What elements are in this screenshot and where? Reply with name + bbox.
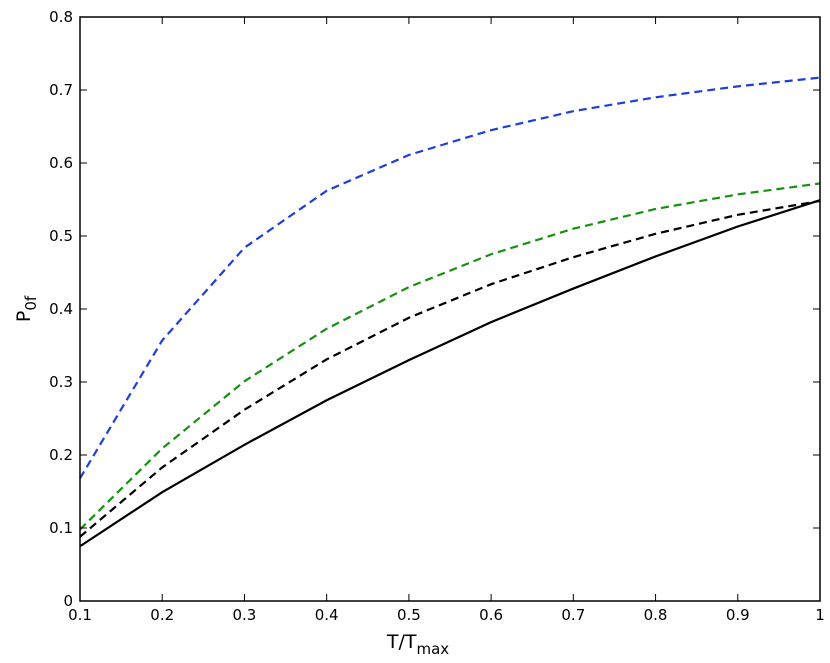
x-axis-label-main: T/T — [386, 631, 417, 653]
x-tick-label: 0.1 — [68, 606, 92, 624]
y-axis-label-subscript: 0f — [22, 295, 40, 311]
plot-frame — [79, 16, 821, 602]
y-tick-label: 0.2 — [49, 446, 73, 464]
x-tick-label: 0.2 — [150, 606, 174, 624]
y-tick-label: 0.1 — [49, 519, 73, 537]
y-tick-label: 0.4 — [49, 300, 73, 318]
x-tick-label: 1 — [815, 606, 825, 624]
y-tick-label: 0.8 — [49, 8, 73, 26]
x-tick-label: 0.9 — [726, 606, 750, 624]
x-axis-label: T/Tmax — [386, 631, 449, 658]
x-tick-label: 0.5 — [397, 606, 421, 624]
y-axis-label: P0f — [13, 295, 40, 322]
series-line-3 — [79, 199, 821, 538]
series-line-4 — [79, 199, 821, 548]
x-tick-label: 0.7 — [561, 606, 585, 624]
series-line-1 — [79, 76, 821, 479]
tick-layer: 0.1 0.2 0.3 0.4 0.5 0.6 0.7 0.8 0.9 100.10.20.30.… — [49, 8, 825, 624]
y-tick-label: 0 — [63, 592, 73, 610]
series-layer — [79, 76, 821, 548]
x-tick-label: 0.3 — [233, 606, 257, 624]
x-tick-label: 0.8 — [644, 606, 668, 624]
x-axis-label-subscript: max — [416, 640, 449, 658]
x-tick-label: 0.4 — [315, 606, 339, 624]
series-line-2 — [79, 182, 821, 531]
y-tick-label: 0.6 — [49, 154, 73, 172]
y-tick-label: 0.5 — [49, 227, 73, 245]
y-tick-label: 0.3 — [49, 373, 73, 391]
x-tick-label: 0.6 — [479, 606, 503, 624]
y-axis-label-main: P — [13, 311, 35, 322]
y-tick-label: 0.7 — [49, 81, 73, 99]
